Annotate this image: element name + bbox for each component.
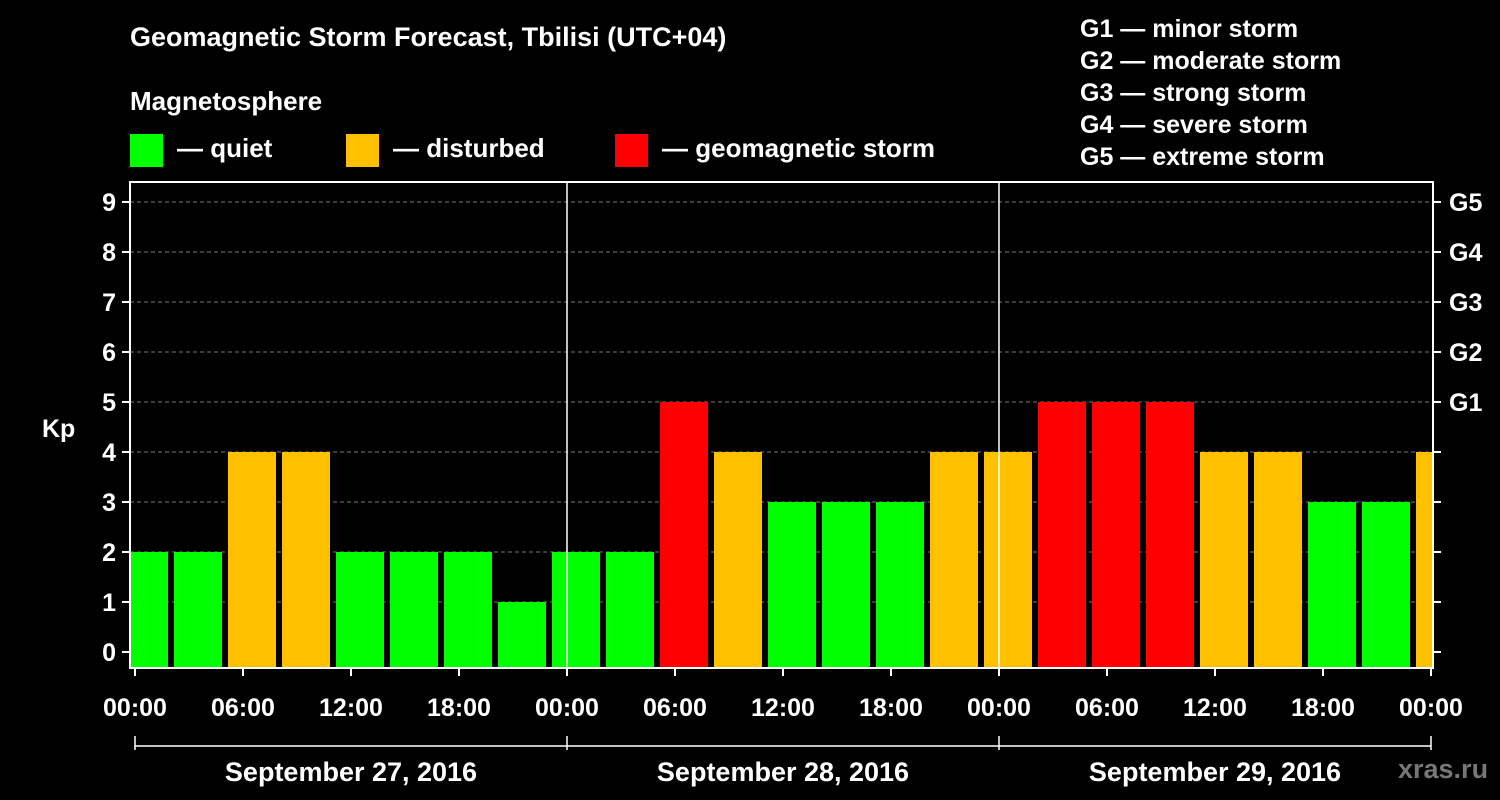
kp-bar	[984, 452, 1032, 668]
storm-scale-g5: G5 — extreme storm	[1080, 143, 1325, 171]
kp-bar	[1146, 402, 1194, 668]
kp-bar	[552, 552, 600, 668]
x-tick-label: 00:00	[967, 694, 1031, 722]
x-tick-label: 00:00	[103, 694, 167, 722]
y-tick-label: 5	[102, 389, 116, 417]
kp-bar	[444, 552, 492, 668]
legend-label-disturbed: — disturbed	[393, 133, 545, 163]
right-axis-label: G3	[1449, 289, 1482, 317]
kp-bar	[1308, 502, 1356, 668]
watermark: xras.ru	[1398, 754, 1489, 784]
storm-scale-g3: G3 — strong storm	[1080, 79, 1307, 107]
y-tick-label: 9	[102, 189, 116, 217]
kp-bar	[714, 452, 762, 668]
x-tick-label: 12:00	[1183, 694, 1247, 722]
plot-frame	[129, 181, 1434, 669]
legend-swatch-quiet	[130, 134, 163, 167]
right-axis-label: G5	[1449, 189, 1482, 217]
day-label: September 29, 2016	[1089, 757, 1341, 787]
legend-label-quiet: — quiet	[177, 133, 273, 163]
kp-bar	[390, 552, 438, 668]
x-tick-label: 06:00	[643, 694, 707, 722]
y-tick-label: 3	[102, 489, 116, 517]
x-tick-label: 18:00	[859, 694, 923, 722]
x-tick-label: 12:00	[751, 694, 815, 722]
kp-bar	[930, 452, 978, 668]
legend-swatch-storm	[615, 134, 648, 167]
kp-bar	[1038, 402, 1086, 668]
y-tick-label: 4	[102, 439, 116, 467]
kp-bar	[660, 402, 708, 668]
day-label: September 28, 2016	[657, 757, 909, 787]
kp-bar	[606, 552, 654, 668]
kp-bar	[336, 552, 384, 668]
bars-group	[130, 402, 1433, 668]
kp-bar	[174, 552, 222, 668]
y-tick-label: 0	[102, 639, 116, 667]
x-tick-label: 12:00	[319, 694, 383, 722]
magnetosphere-title: Magnetosphere	[130, 86, 323, 116]
kp-bar	[1254, 452, 1302, 668]
y-tick-label: 6	[102, 339, 116, 367]
y-tick-label: 2	[102, 539, 116, 567]
right-axis-label: G1	[1449, 389, 1482, 417]
legend-swatch-disturbed	[346, 134, 379, 167]
legend-label-storm: — geomagnetic storm	[662, 133, 936, 163]
storm-scale-g1: G1 — minor storm	[1080, 15, 1299, 43]
storm-scale-g4: G4 — severe storm	[1080, 111, 1308, 139]
day-label: September 27, 2016	[225, 757, 477, 787]
kp-bar	[1200, 452, 1248, 668]
y-tick-label: 7	[102, 289, 116, 317]
right-axis-label: G2	[1449, 339, 1482, 367]
x-tick-label: 00:00	[1399, 694, 1463, 722]
y-tick-label: 1	[102, 589, 116, 617]
x-tick-label: 18:00	[1291, 694, 1355, 722]
kp-bar	[876, 502, 924, 668]
kp-bar	[130, 552, 168, 668]
y-tick-label: 8	[102, 239, 116, 267]
kp-bar	[228, 452, 276, 668]
kp-bar	[282, 452, 330, 668]
x-tick-label: 00:00	[535, 694, 599, 722]
kp-bar	[768, 502, 816, 668]
x-tick-label: 06:00	[1075, 694, 1139, 722]
kp-bar	[1362, 502, 1410, 668]
storm-scale-g2: G2 — moderate storm	[1080, 47, 1342, 75]
kp-bar	[1416, 452, 1433, 668]
y-axis-label: Kp	[42, 415, 75, 443]
x-tick-label: 18:00	[427, 694, 491, 722]
kp-bar	[1092, 402, 1140, 668]
page-title: Geomagnetic Storm Forecast, Tbilisi (UTC…	[130, 22, 727, 52]
kp-bar	[498, 602, 546, 668]
kp-bar	[822, 502, 870, 668]
right-axis-label: G4	[1449, 239, 1482, 267]
x-tick-label: 06:00	[211, 694, 275, 722]
